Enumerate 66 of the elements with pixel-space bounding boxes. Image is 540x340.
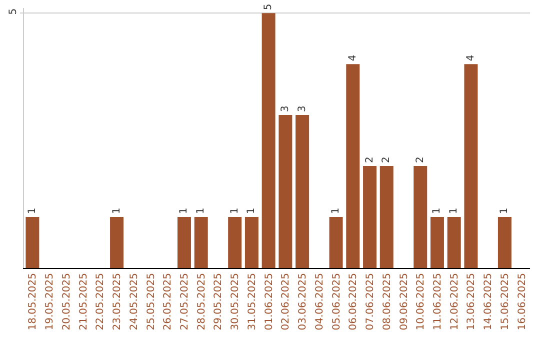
bar bbox=[430, 217, 444, 268]
x-tick-label: 12.06.2025 bbox=[449, 273, 460, 330]
bar bbox=[380, 166, 394, 268]
x-tick-label: 11.06.2025 bbox=[432, 273, 444, 330]
x-tick-label: 29.05.2025 bbox=[213, 273, 224, 330]
x-tick-label: 25.05.2025 bbox=[146, 273, 157, 330]
bar bbox=[262, 13, 276, 268]
bar bbox=[296, 115, 310, 268]
data-label: 3 bbox=[280, 106, 291, 112]
x-tick-label: 14.06.2025 bbox=[483, 273, 494, 330]
data-label: 1 bbox=[246, 208, 258, 214]
x-tick-label: 30.05.2025 bbox=[230, 273, 242, 330]
x-tick-label: 02.06.2025 bbox=[280, 273, 292, 330]
data-label: 1 bbox=[432, 208, 443, 214]
data-label: 1 bbox=[178, 208, 190, 214]
x-tick-label: 19.05.2025 bbox=[44, 273, 56, 330]
bar bbox=[464, 64, 478, 268]
x-tick-label: 07.06.2025 bbox=[365, 273, 376, 330]
data-label: 1 bbox=[330, 208, 342, 214]
bar bbox=[177, 217, 191, 268]
x-tick-label: 06.06.2025 bbox=[348, 273, 360, 330]
x-tick-label: 15.06.2025 bbox=[500, 273, 511, 330]
data-label: 1 bbox=[26, 208, 38, 214]
bar bbox=[346, 64, 360, 268]
data-label: 2 bbox=[364, 156, 376, 164]
bar bbox=[228, 217, 242, 268]
data-label: 1 bbox=[196, 208, 207, 214]
bar bbox=[244, 217, 258, 268]
bar bbox=[447, 217, 461, 268]
x-tick-label: 16.06.2025 bbox=[516, 273, 528, 330]
bar bbox=[498, 217, 512, 268]
x-tick-label: 04.06.2025 bbox=[314, 273, 326, 330]
x-tick-label: 23.05.2025 bbox=[112, 273, 124, 330]
data-label: 4 bbox=[347, 54, 358, 62]
bar bbox=[110, 217, 124, 268]
x-tick-label: 01.06.2025 bbox=[264, 273, 275, 330]
data-label: 2 bbox=[381, 156, 392, 164]
bar bbox=[363, 166, 377, 268]
x-tick-label: 10.06.2025 bbox=[416, 273, 427, 330]
data-label: 3 bbox=[296, 106, 308, 112]
x-tick-label: 18.05.2025 bbox=[28, 273, 39, 330]
x-tick-label: 08.06.2025 bbox=[382, 273, 393, 330]
data-label: 4 bbox=[465, 54, 476, 62]
bar bbox=[414, 166, 428, 268]
x-tick-label: 26.05.2025 bbox=[162, 273, 174, 330]
x-tick-label: 13.06.2025 bbox=[466, 273, 478, 330]
bar bbox=[278, 115, 292, 268]
x-tick-label: 31.05.2025 bbox=[246, 273, 258, 330]
x-tick-label: 20.05.2025 bbox=[61, 273, 72, 330]
x-tick-label: 03.06.2025 bbox=[298, 273, 309, 330]
x-tick-label: 24.05.2025 bbox=[128, 273, 140, 330]
x-tick-label: 28.05.2025 bbox=[196, 273, 208, 330]
data-label: 1 bbox=[499, 208, 510, 214]
x-tick-label: 22.05.2025 bbox=[95, 273, 106, 330]
data-label: 2 bbox=[414, 156, 426, 164]
x-tick-label: 09.06.2025 bbox=[398, 273, 410, 330]
data-label: 1 bbox=[448, 208, 460, 214]
bar bbox=[26, 217, 40, 268]
x-tick-label: 05.06.2025 bbox=[331, 273, 342, 330]
data-label: 1 bbox=[229, 208, 240, 214]
data-label: 1 bbox=[111, 208, 122, 214]
data-label: 5 bbox=[263, 4, 274, 10]
bar bbox=[329, 217, 343, 268]
x-tick-label: 27.05.2025 bbox=[179, 273, 190, 330]
x-tick-label: 21.05.2025 bbox=[78, 273, 90, 330]
bar bbox=[194, 217, 208, 268]
